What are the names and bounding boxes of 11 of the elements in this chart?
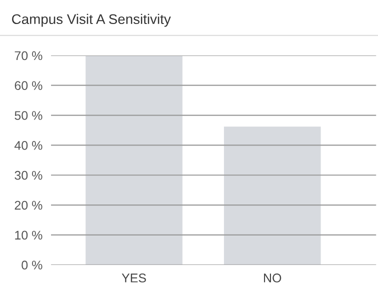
x-tick-label: YES bbox=[122, 274, 146, 282]
y-tick-label: 0 % bbox=[22, 260, 42, 270]
y-tick-label: 70 % bbox=[14, 51, 42, 60]
chart-title: Campus Visit A Sensitivity bbox=[12, 14, 171, 27]
y-tick-label: 60 % bbox=[14, 81, 42, 90]
x-tick-label: NO bbox=[264, 274, 282, 282]
y-tick-label: 10 % bbox=[15, 230, 42, 240]
y-tick-label: 30 % bbox=[14, 170, 42, 180]
y-tick-label: 40 % bbox=[14, 141, 42, 150]
y-tick-label: 20 % bbox=[14, 200, 42, 210]
y-tick-label: 50 % bbox=[14, 111, 42, 120]
